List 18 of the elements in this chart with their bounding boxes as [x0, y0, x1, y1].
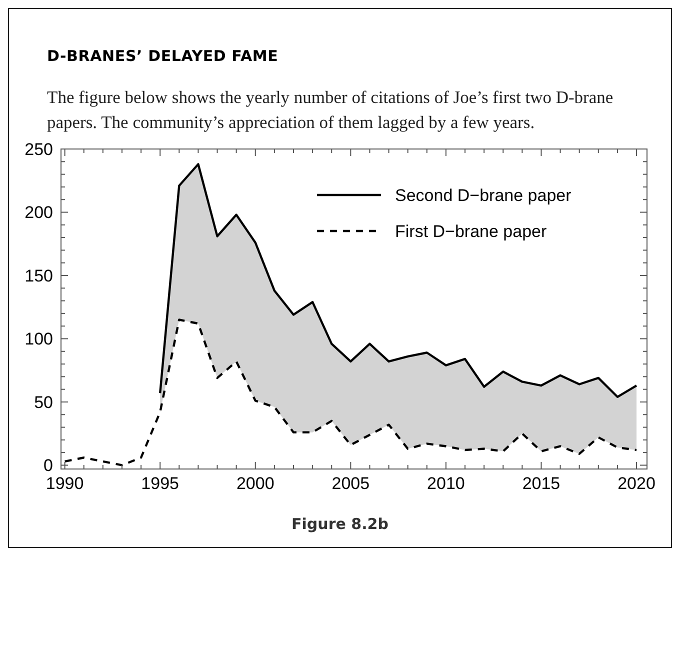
x-tick-label: 2020	[618, 474, 656, 493]
y-tick-label: 200	[24, 203, 53, 222]
chart-title: D-BRANES’ DELAYED FAME	[47, 47, 280, 65]
y-tick-label: 150	[24, 266, 53, 286]
x-tick-label: 1990	[46, 474, 84, 493]
x-tick-label: 2010	[427, 474, 465, 493]
caption: Figure 8.2b	[290, 515, 390, 533]
legend-label: First D−brane paper	[395, 222, 547, 241]
x-tick-label: 1995	[141, 474, 180, 493]
y-tick-label: 250	[24, 140, 53, 159]
y-tick-label: 0	[44, 456, 53, 476]
x-tick-label: 2015	[522, 474, 560, 493]
chart-subtitle: The figure below shows the yearly number of citations of Joe’s first two D-brane papers. The community’s appreciation of them lagged by a few years.	[47, 86, 614, 134]
y-tick-label: 50	[34, 392, 53, 412]
legend-label: Second D−brane paper	[395, 186, 572, 205]
x-tick-label: 2000	[236, 474, 274, 493]
y-tick-label: 100	[24, 330, 53, 349]
x-tick-label: 2005	[332, 474, 370, 493]
